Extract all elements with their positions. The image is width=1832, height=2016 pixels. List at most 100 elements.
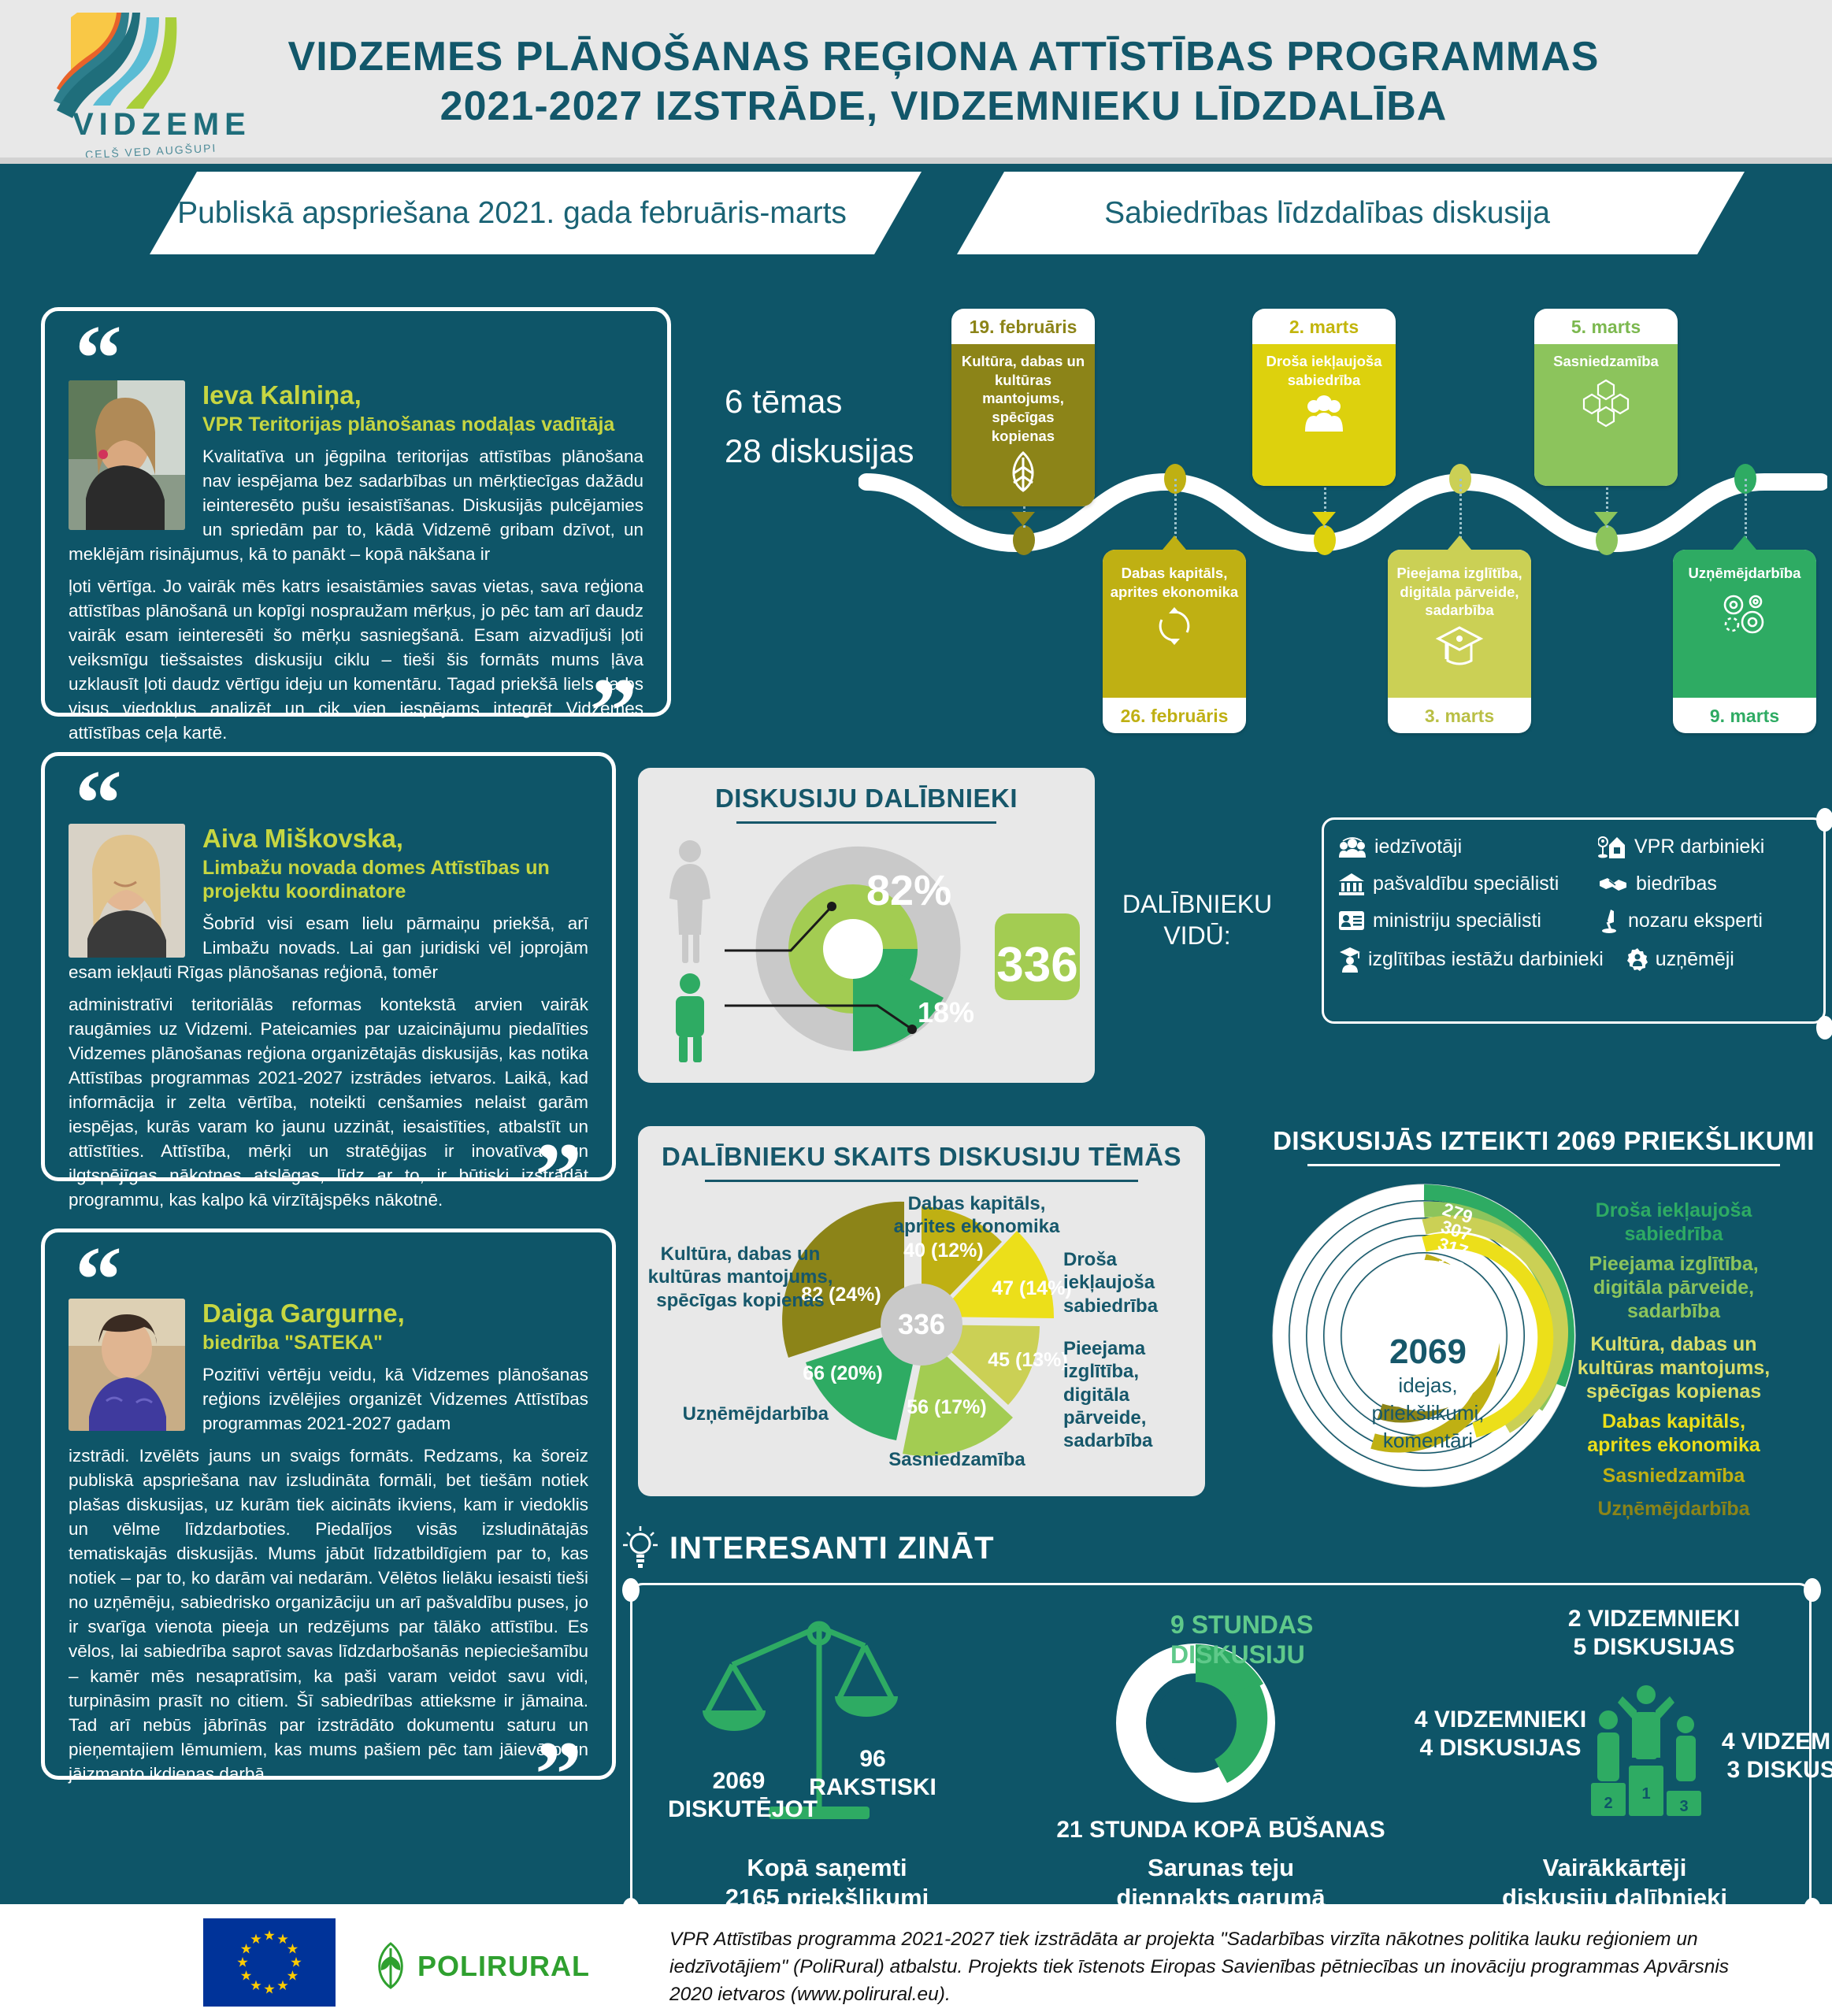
quote-name: Daiga Gargurne, — [202, 1299, 405, 1328]
tab-public-consultation[interactable]: Publiskā apspriešana 2021. gada februāri… — [150, 172, 922, 254]
interesting-col-hours: 9 STUNDAS DISKUSIJU 21 STUNDA KOPĀ BŪŠAN… — [1024, 1595, 1418, 1918]
timeline-card-6-title: Uzņēmējdarbība — [1688, 565, 1801, 581]
radial-legend-uznemejdarbiba: Uzņēmējdarbība — [1597, 1498, 1750, 1520]
proposals-center-line2: priekšlikumi, — [1371, 1401, 1485, 1425]
timeline-card-1-date: 19. februāris — [969, 317, 1077, 337]
timeline-summary-themes: 6 tēmas — [725, 383, 843, 420]
interesting-dot-right-top — [1804, 1578, 1821, 1602]
polirural-wordmark: POLIRURAL — [417, 1950, 590, 1982]
radial-legend-drosa: Droša iekļaujoša sabiedrība — [1595, 1199, 1752, 1245]
interesting-columns: 2069 DISKUTĒJOT 96 RAKSTISKI Kopā saņemt… — [630, 1595, 1832, 1918]
timeline-connector-6 — [1745, 479, 1747, 558]
network-icon — [1582, 379, 1630, 427]
pie-value-dabas: 40 (12%) — [903, 1240, 983, 1262]
among-item-education-label: izglītības iestāžu darbinieki — [1368, 947, 1604, 970]
timeline-section: 6 tēmas 28 diskusijas 19. februāris Kult… — [709, 291, 1827, 748]
timeline-card-4[interactable]: Pieejama izglītība, digitāla pārveide, s… — [1388, 550, 1531, 733]
quote-text-rest: administratīvi teritoriālās reformas kon… — [69, 995, 588, 1210]
participants-title-underline — [736, 821, 996, 824]
gear-person-icon — [1626, 948, 1648, 971]
timeline-connector-3 — [1324, 449, 1326, 528]
timeline-pointer-1 — [1011, 512, 1035, 526]
timeline-card-2-title: Dabas kapitāls, aprites ekonomika — [1110, 565, 1239, 600]
proposals-center-line1: idejas, — [1398, 1373, 1458, 1397]
female-percentage: 82% — [866, 867, 952, 914]
vidzeme-logo-mark — [54, 13, 177, 118]
among-item-ministries-label: ministriju speciālisti — [1373, 909, 1541, 932]
header-divider — [0, 158, 1832, 164]
quote-card-aiva: “ ” Aiva Miškovska, Limbažu novada domes… — [41, 752, 616, 1223]
graduate-icon — [1340, 947, 1360, 973]
radial-legend-izglitiba: Pieejama izglītība, digitāla pārveide, sad… — [1589, 1253, 1759, 1322]
leaf-icon — [1012, 451, 1034, 493]
timeline-pointer-6 — [1733, 536, 1756, 550]
wave-node-5 — [1596, 525, 1618, 555]
pie-label-kultura: Kultūra, dabas un kultūras mantojums, spēc… — [647, 1243, 833, 1311]
proposals-discussed-number: 2069 — [712, 1768, 766, 1794]
timeline-card-5[interactable]: 5. marts Sasniedzamība — [1534, 309, 1678, 486]
among-item-associations: biedrības — [1598, 872, 1812, 895]
timeline-card-4-title: Pieejama izglītība, digitāla pārveide, s… — [1396, 565, 1522, 619]
hours-discussion-line2: DISKUSIJU — [1170, 1640, 1305, 1670]
podium-icon: 2 1 3 — [1591, 1685, 1701, 1816]
among-item-experts: nozaru eksperti — [1598, 908, 1812, 933]
repeat-first-line1: 2 VIDZEMNIEKI — [1567, 1606, 1741, 1632]
quote-text-top: Pozitīvi vērtēju veidu, kā Vidzemes plān… — [202, 1364, 588, 1434]
repeat-first: 2 VIDZEMNIEKI 5 DISKUSIJAS — [1536, 1605, 1772, 1662]
polirural-logo: POLIRURAL — [370, 1942, 590, 1991]
themes-title-underline — [705, 1180, 1138, 1182]
timeline-card-2[interactable]: Dabas kapitāls, aprites ekonomika 26. fe… — [1103, 550, 1246, 733]
participants-panel: DISKUSIJU DALĪBNIEKI — [638, 768, 1095, 1083]
quote-role: biedrība "SATEKA" — [202, 1331, 383, 1354]
proposals-panel: DISKUSIJĀS IZTEIKTI 2069 PRIEKŠLIKUMI — [1252, 1126, 1832, 1520]
timeline-card-6-date: 9. marts — [1709, 706, 1780, 726]
svg-text:3: 3 — [1679, 1798, 1688, 1815]
timeline-summary: 6 tēmas 28 diskusijas — [725, 376, 914, 476]
quote-text-top: Šobrīd visi esam lielu pārmaiņu priekšā,… — [69, 913, 588, 983]
repeat-third-line2: 3 DISKUSIJAS — [1726, 1757, 1832, 1783]
hours-discussion: 9 STUNDAS DISKUSIJU — [1170, 1610, 1407, 1670]
graduation-icon — [1435, 626, 1484, 665]
microphone-icon — [1602, 910, 1616, 933]
among-item-ministries: ministriju speciālisti — [1338, 908, 1598, 933]
hours-discussion-line1: 9 STUNDAS — [1170, 1610, 1314, 1639]
proposals-discussed: 2069 DISKUTĒJOT — [668, 1767, 818, 1824]
interesting-col-repeat: 2 1 3 2 VIDZEMNIEKI 5 DISKUSIJAS 4 VIDZE… — [1415, 1595, 1832, 1918]
timeline-card-5-title: Sasniedzamība — [1553, 353, 1659, 369]
interesting-heading-label: INTERESANTI ZINĀT — [669, 1530, 995, 1566]
proposals-title-underline — [1307, 1164, 1780, 1166]
timeline-card-4-date: 3. marts — [1424, 706, 1495, 726]
handshake-icon — [1600, 878, 1626, 891]
quote-card-ieva: “ ” Ieva Kalniņa, VPR Teritorijas plānoš… — [41, 307, 671, 758]
interesting-col-proposals: 2069 DISKUTĒJOT 96 RAKSTISKI Kopā saņemt… — [630, 1595, 1024, 1918]
timeline-card-2-date: 26. februāris — [1120, 706, 1229, 726]
avatar-photo — [69, 380, 185, 530]
interesting-section: INTERESANTI ZINĀT — [622, 1526, 1832, 1967]
gender-donut-chart — [669, 840, 1080, 1062]
repeat-second: 4 VIDZEMNIEKI 4 DISKUSIJAS — [1410, 1706, 1591, 1762]
proposals-center-line3: komentāri — [1382, 1429, 1474, 1453]
timeline-card-6[interactable]: Uzņēmējdarbība 9. marts — [1673, 550, 1816, 733]
pie-label-uznemejdarbiba: Uzņēmējdarbība — [682, 1403, 829, 1425]
timeline-card-3[interactable]: 2. marts Droša iekļaujoša sabiedrība — [1252, 309, 1396, 486]
themes-panel: DALĪBNIEKU SKAITS DISKUSIJU TĒMĀS — [638, 1126, 1205, 1496]
repeat-second-line1: 4 VIDZEMNIEKI — [1414, 1707, 1587, 1732]
among-item-residents-label: iedzīvotāji — [1374, 835, 1463, 858]
timeline-pointer-3 — [1312, 512, 1336, 526]
id-card-icon — [1339, 911, 1364, 930]
people-icon — [1305, 395, 1343, 432]
tab-participation-discussion[interactable]: Sabiedrības līdzdalības diskusija — [957, 172, 1745, 254]
page-title: VIDZEMES PLĀNOŠANAS REĢIONA ATTĪSTĪBAS P… — [260, 32, 1832, 132]
among-wide-row: izglītības iestāžu darbinieki uzņēmēji — [1338, 946, 1812, 973]
quote-card-daiga: “ ” Daiga Gargurne, biedrība "SATEKA" Po… — [41, 1228, 616, 1821]
among-item-education: izglītības iestāžu darbinieki — [1338, 946, 1604, 973]
svg-text:1: 1 — [1641, 1785, 1650, 1803]
avatar-photo — [69, 1299, 185, 1431]
hours-together: 21 STUNDA KOPĀ BŪŠANAS — [1056, 1817, 1385, 1843]
timeline-card-1[interactable]: 19. februāris Kultūra, dabas un kultūras… — [951, 309, 1095, 507]
house-pin-icon — [1598, 836, 1625, 858]
bank-icon — [1339, 873, 1364, 895]
timeline-card-1-title: Kultūra, dabas un kultūras mantojums, sp… — [961, 353, 1085, 444]
svg-text:2: 2 — [1604, 1795, 1612, 1812]
